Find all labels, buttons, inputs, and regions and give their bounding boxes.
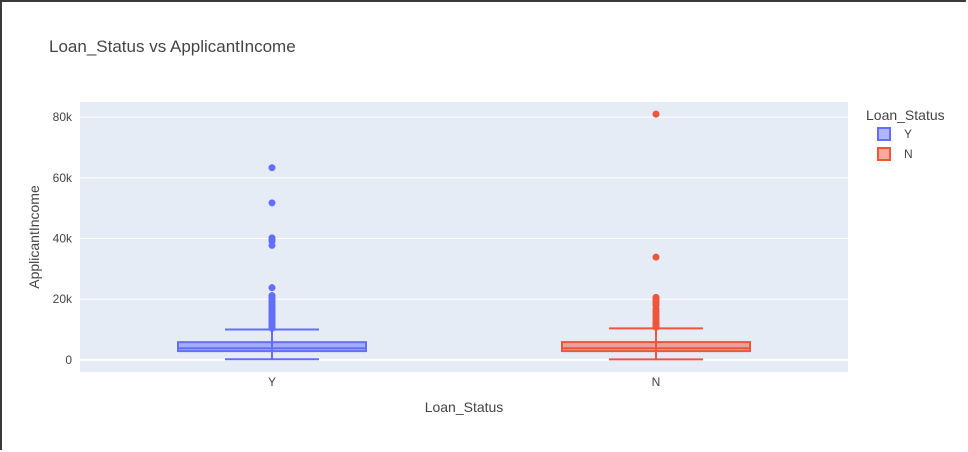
y-tick-label: 0 [65,353,72,367]
y-tick-label: 40k [53,232,73,246]
outlier-point[interactable] [268,241,276,249]
legend-swatch [877,147,891,161]
box-traces[interactable] [177,110,751,361]
y-gridlines [80,116,848,361]
box-trace[interactable] [561,110,751,361]
box-iqr[interactable] [177,341,367,353]
box-trace[interactable] [177,164,367,361]
y-tick-label: 80k [53,110,73,124]
legend-title: Loan_Status [866,107,945,123]
x-axis-title: Loan_Status [425,399,504,415]
legend-item[interactable]: Y [877,127,912,141]
outlier-point[interactable] [268,164,276,172]
chart-title: Loan_Status vs ApplicantIncome [49,37,296,56]
legend-swatch [877,127,891,141]
legend: Loan_Status YN [866,107,945,161]
outlier-point[interactable] [268,199,276,207]
y-tick-labels: 0 20k 40k 60k 80k [53,110,73,367]
legend-label: N [904,147,913,161]
outlier-point[interactable] [268,324,276,332]
legend-label: Y [904,127,912,141]
box-iqr[interactable] [561,341,751,353]
y-axis-title: ApplicantIncome [26,185,42,289]
y-tick-label: 60k [53,171,73,185]
plot-area[interactable] [80,102,848,372]
outlier-point[interactable] [652,323,660,331]
outlier-point[interactable] [652,110,660,118]
x-tick-label: N [652,375,661,389]
x-tick-label: Y [268,375,276,389]
outlier-point[interactable] [652,253,660,261]
outlier-point[interactable] [268,284,276,292]
legend-item[interactable]: N [877,147,913,161]
y-tick-label: 20k [53,292,73,306]
